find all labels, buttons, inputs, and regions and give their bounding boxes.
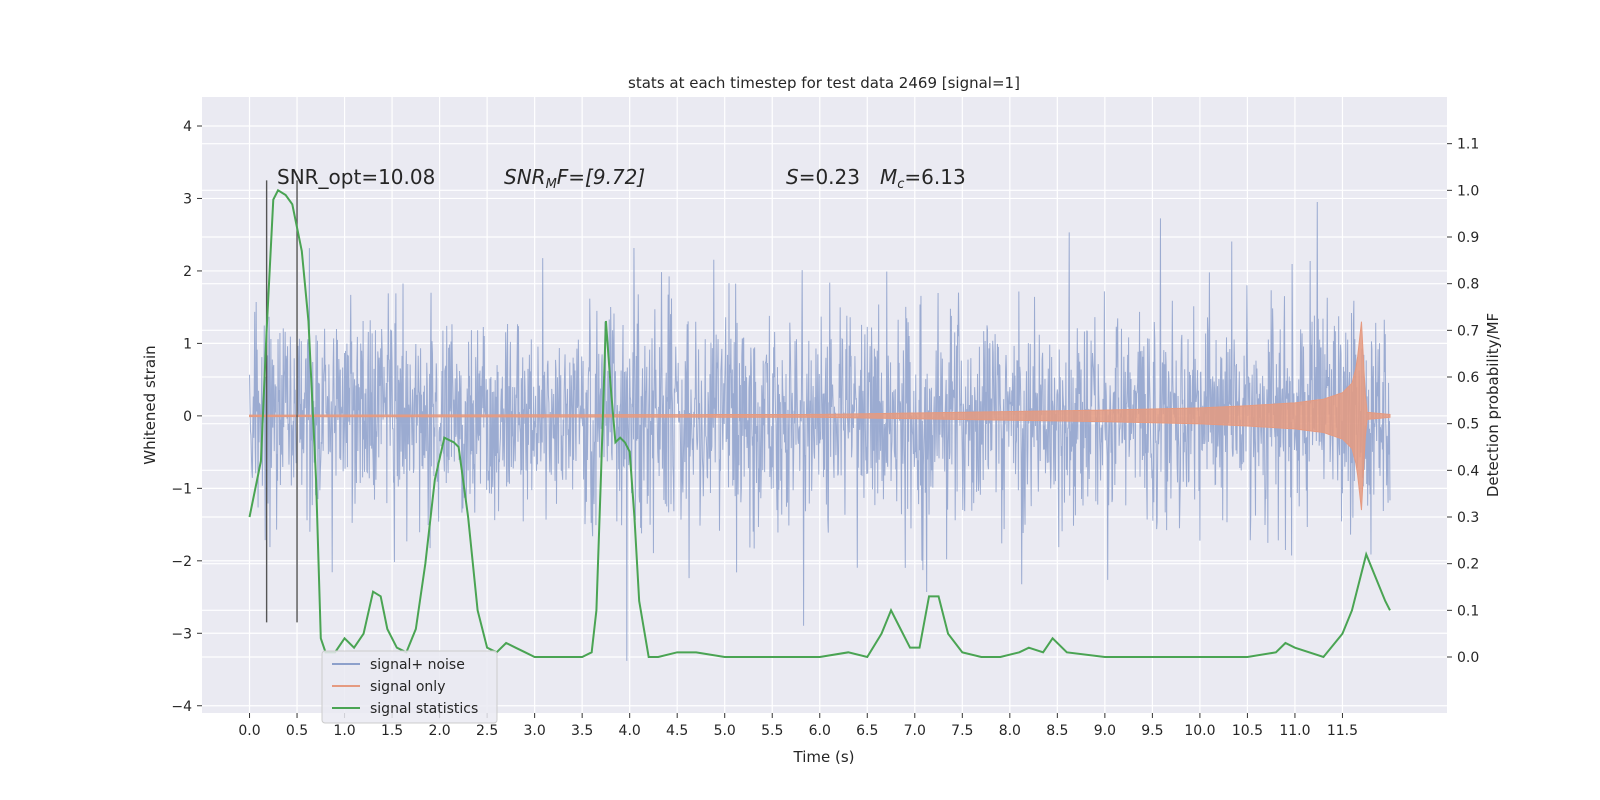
x-tick-label: 1.0 (333, 723, 355, 739)
x-tick-label: 7.5 (951, 723, 973, 739)
annotation-mc-label: M (880, 165, 897, 189)
x-tick-label: 0.5 (286, 723, 308, 739)
x-tick-label: 10.5 (1232, 723, 1263, 739)
y2-axis-label: Detection probability/MF (1484, 313, 1502, 497)
annotation-s-label: S (786, 165, 799, 189)
x-axis-label: Time (s) (793, 748, 855, 766)
annotation-mc: Mc=6.13 (880, 165, 966, 192)
x-tick-label: 5.5 (761, 723, 783, 739)
annotation-snr-mf-sub: M (546, 177, 557, 192)
x-tick-label: 6.0 (809, 723, 831, 739)
annotations: SNR_opt=10.08 SNRMF=[9.72] S=0.23 Mc=6.1… (277, 165, 966, 192)
vertical-markers (265, 180, 298, 623)
x-tick-label: 3.5 (571, 723, 593, 739)
y-tick-label: 0 (183, 409, 192, 425)
x-tick-label: 11.5 (1327, 723, 1358, 739)
annotation-snr-mf-rest: F=[9.72] (557, 165, 645, 189)
y2-tick-label: 0.7 (1457, 323, 1479, 339)
y2-tick-label: 0.0 (1457, 650, 1479, 666)
series-signal-statistics (248, 188, 1391, 659)
noise-trace (249, 201, 1391, 661)
series-signal-plus-noise (249, 201, 1391, 661)
annotation-snr-opt: SNR_opt=10.08 (277, 165, 435, 189)
x-tick-label: 5.0 (714, 723, 736, 739)
x-tick-label: 4.0 (619, 723, 641, 739)
y-tick-label: −3 (171, 626, 192, 642)
x-tick-label: 8.5 (1046, 723, 1068, 739)
axis-ticks: 0.0 0.5 1.0 1.5 2.0 2.5 3.0 3.5 4.0 4.5 5.0 5.5 6.0 6… (171, 119, 1479, 739)
y2-tick-label: 0.6 (1457, 370, 1479, 386)
x-tick-label: 4.5 (666, 723, 688, 739)
legend-label-signal-plus-noise: signal+ noise (370, 657, 465, 673)
y-axis-label: Whitened strain (141, 345, 159, 464)
legend-label-signal-statistics: signal statistics (370, 701, 478, 717)
y2-tick-label: 1.1 (1457, 137, 1479, 153)
x-tick-label: 2.5 (476, 723, 498, 739)
annotation-snr-mf: SNRMF=[9.72] (504, 165, 645, 192)
legend: signal+ noise signal only signal statist… (321, 650, 498, 724)
x-tick-label: 9.5 (1141, 723, 1163, 739)
y2-tick-label: 0.9 (1457, 230, 1479, 246)
y-tick-label: −4 (171, 699, 192, 715)
series-signal-only (249, 321, 1391, 511)
annotation-s-value: =0.23 (799, 165, 860, 189)
signal-statistics-line (248, 188, 1391, 659)
annotation-mc-sub: c (897, 177, 904, 192)
annotation-snr-mf-main: SNR (504, 165, 546, 189)
y-tick-label: 2 (183, 264, 192, 280)
annotation-mc-value: =6.13 (904, 165, 965, 189)
legend-box (321, 650, 498, 724)
y2-tick-label: 0.2 (1457, 557, 1479, 573)
y-tick-label: 1 (183, 336, 192, 352)
x-tick-label: 2.0 (428, 723, 450, 739)
signal-only-envelope (249, 321, 1391, 511)
x-tick-label: 6.5 (856, 723, 878, 739)
y-tick-label: 4 (183, 119, 192, 135)
x-tick-label: 8.0 (999, 723, 1021, 739)
y2-tick-label: 0.3 (1457, 510, 1479, 526)
x-tick-label: 0.0 (238, 723, 260, 739)
x-tick-label: 3.0 (524, 723, 546, 739)
x-tick-label: 7.0 (904, 723, 926, 739)
y2-tick-label: 0.4 (1457, 463, 1479, 479)
y-tick-label: 3 (183, 191, 192, 207)
y-tick-label: −1 (171, 481, 192, 497)
x-tick-label: 11.0 (1279, 723, 1310, 739)
y2-tick-label: 1.0 (1457, 183, 1479, 199)
x-tick-label: 9.0 (1094, 723, 1116, 739)
legend-label-signal-only: signal only (370, 679, 445, 695)
y2-tick-label: 0.5 (1457, 417, 1479, 433)
chart-title: stats at each timestep for test data 246… (628, 74, 1020, 92)
x-tick-label: 1.5 (381, 723, 403, 739)
y2-tick-label: 0.1 (1457, 603, 1479, 619)
y-tick-label: −2 (171, 554, 192, 570)
y2-tick-label: 0.8 (1457, 277, 1479, 293)
x-tick-label: 10.0 (1184, 723, 1215, 739)
annotation-s: S=0.23 (786, 165, 860, 189)
